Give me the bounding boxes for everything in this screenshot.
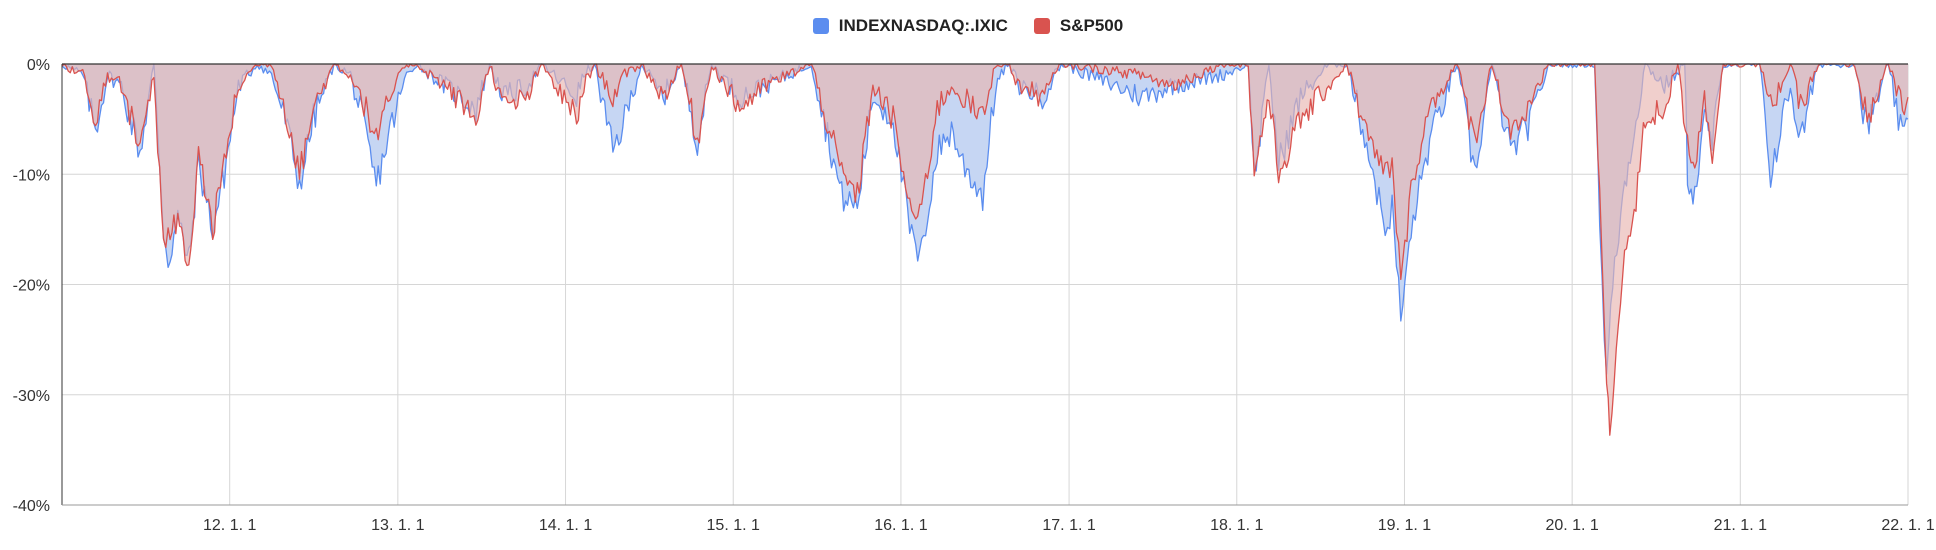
chart-legend: INDEXNASDAQ:.IXIC S&P500 (0, 16, 1936, 36)
x-tick-label: 12. 1. 1 (203, 517, 256, 534)
x-tick-label: 15. 1. 1 (707, 517, 760, 534)
series-area-0 (62, 64, 1908, 375)
x-tick-label: 13. 1. 1 (371, 517, 424, 534)
y-tick-label: -30% (13, 388, 50, 405)
x-tick-label: 22. 1. 1 (1881, 517, 1934, 534)
x-tick-label: 20. 1. 1 (1545, 517, 1598, 534)
y-tick-label: -10% (13, 167, 50, 184)
y-tick-label: 0% (27, 57, 50, 74)
y-tick-label: -40% (13, 498, 50, 515)
legend-label-nasdaq: INDEXNASDAQ:.IXIC (838, 16, 1008, 35)
x-tick-label: 14. 1. 1 (539, 517, 592, 534)
y-tick-label: -20% (13, 278, 50, 295)
x-tick-label: 19. 1. 1 (1378, 517, 1431, 534)
x-tick-label: 21. 1. 1 (1714, 517, 1767, 534)
x-tick-label: 16. 1. 1 (874, 517, 927, 534)
legend-label-sp500: S&P500 (1059, 16, 1124, 35)
legend-swatch-sp500 (1033, 18, 1050, 34)
x-tick-label: 17. 1. 1 (1042, 517, 1095, 534)
legend-swatch-nasdaq (812, 18, 829, 34)
x-tick-label: 18. 1. 1 (1210, 517, 1263, 534)
legend-item-nasdaq[interactable]: INDEXNASDAQ:.IXIC (812, 16, 1008, 36)
series-line-1 (61, 63, 1909, 436)
legend-item-sp500[interactable]: S&P500 (1033, 16, 1124, 36)
